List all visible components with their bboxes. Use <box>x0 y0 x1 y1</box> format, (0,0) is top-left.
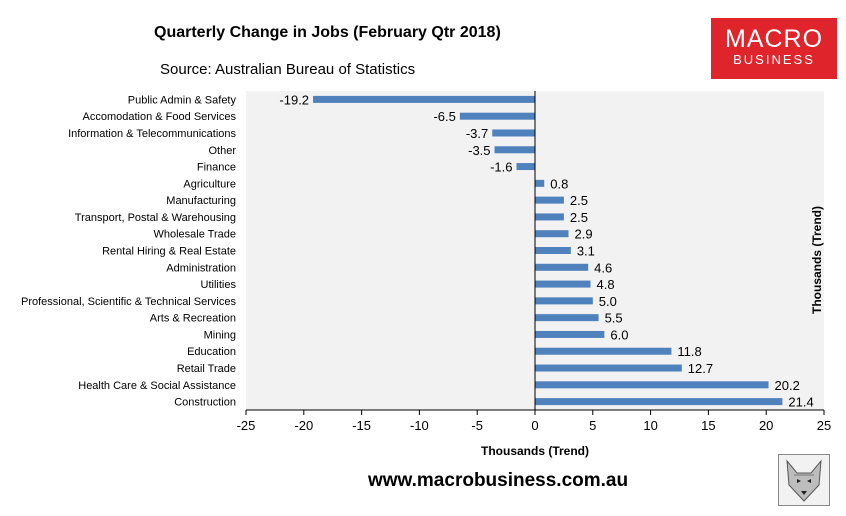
data-label: -3.7 <box>466 126 488 141</box>
x-tick-label: 25 <box>817 418 831 433</box>
x-tick-label: 15 <box>701 418 715 433</box>
data-label: 5.0 <box>599 294 617 309</box>
category-label: Transport, Postal & Warehousing <box>75 212 236 224</box>
category-label: Agriculture <box>183 178 236 190</box>
bar <box>535 347 672 355</box>
data-label: 4.6 <box>594 260 612 275</box>
bar <box>535 280 591 288</box>
category-label: Education <box>187 346 236 358</box>
data-label: 20.2 <box>775 378 800 393</box>
category-label: Construction <box>174 397 236 409</box>
category-label: Other <box>208 145 236 157</box>
bar <box>535 247 571 254</box>
data-label: 5.5 <box>605 311 623 326</box>
bar <box>535 230 569 238</box>
category-label: Administration <box>166 262 236 274</box>
data-label: -1.6 <box>490 160 512 175</box>
x-tick-label: 5 <box>589 418 596 433</box>
category-label: Utilities <box>201 279 237 291</box>
data-label: 3.1 <box>577 244 595 259</box>
category-label: Retail Trade <box>177 363 236 375</box>
x-tick-label: -5 <box>471 418 483 433</box>
bar <box>313 95 535 103</box>
bar <box>535 297 593 305</box>
source-note: Source: Australian Bureau of Statistics <box>160 61 416 78</box>
category-label: Professional, Scientific & Technical Ser… <box>21 296 237 308</box>
bar <box>535 330 605 338</box>
bar <box>535 398 783 406</box>
category-label: Wholesale Trade <box>153 229 236 241</box>
category-label: Manufacturing <box>166 195 236 207</box>
category-label: Information & Telecommunications <box>68 128 236 140</box>
bar <box>535 364 682 372</box>
x-axis-title: Thousands (Trend) <box>481 444 589 458</box>
category-label: Accomodation & Food Services <box>83 111 237 123</box>
x-tick-label: 0 <box>531 418 538 433</box>
data-label: -6.5 <box>433 109 455 124</box>
bar <box>494 146 535 154</box>
bar <box>535 213 564 221</box>
data-label: -19.2 <box>279 92 309 107</box>
x-tick-label: -25 <box>237 418 256 433</box>
bar <box>535 196 564 204</box>
bar <box>535 381 769 389</box>
x-tick-label: -20 <box>294 418 313 433</box>
data-label: 4.8 <box>596 277 614 292</box>
bar <box>535 263 589 271</box>
website-url: www.macrobusiness.com.au <box>368 470 629 491</box>
wolf-mascot-icon <box>778 454 830 506</box>
bar <box>535 314 599 322</box>
logo-line-2: BUSINESS <box>733 52 815 67</box>
macrobusiness-logo: MACRO BUSINESS <box>711 18 837 79</box>
data-label: -3.5 <box>468 143 490 158</box>
logo-line-1: MACRO <box>724 25 824 53</box>
data-label: 2.5 <box>570 210 588 225</box>
data-label: 0.8 <box>550 176 568 191</box>
chart-title: Quarterly Change in Jobs (February Qtr 2… <box>154 24 501 41</box>
x-tick-label: -10 <box>410 418 429 433</box>
category-label: Health Care & Social Assistance <box>78 380 236 392</box>
bar <box>535 179 545 187</box>
data-label: 21.4 <box>788 395 813 410</box>
x-tick-label: 20 <box>759 418 773 433</box>
bar <box>459 112 535 120</box>
data-label: 2.9 <box>575 227 593 242</box>
bar <box>516 163 535 171</box>
data-label: 6.0 <box>610 327 628 342</box>
data-label: 12.7 <box>688 361 713 376</box>
y-axis-title: Thousands (Trend) <box>810 206 824 314</box>
x-tick-label: -15 <box>352 418 371 433</box>
category-label: Finance <box>197 162 236 174</box>
data-label: 11.8 <box>677 344 701 359</box>
category-label: Mining <box>204 329 236 341</box>
bar <box>492 129 535 137</box>
x-tick-label: 10 <box>643 418 657 433</box>
data-label: 2.5 <box>570 193 588 208</box>
category-label: Rental Hiring & Real Estate <box>102 246 236 258</box>
category-label: Public Admin & Safety <box>128 94 237 106</box>
category-label: Arts & Recreation <box>150 313 236 325</box>
